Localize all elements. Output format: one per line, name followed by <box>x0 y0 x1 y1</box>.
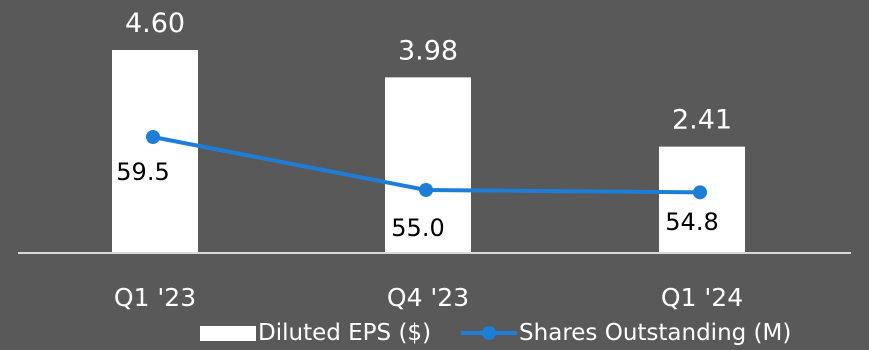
legend-swatch-bar <box>200 325 256 341</box>
shares-value-label-2: 54.8 <box>665 208 718 236</box>
bar-2 <box>659 146 745 253</box>
shares-point-0 <box>146 130 160 144</box>
bar-value-label-2: 2.41 <box>672 105 732 136</box>
bar-1 <box>385 77 471 253</box>
category-label-1: Q4 '23 <box>387 283 469 312</box>
category-label-2: Q1 '24 <box>661 283 743 312</box>
shares-point-2 <box>693 185 707 200</box>
bar-value-label-0: 4.60 <box>125 8 185 39</box>
legend-swatch-line <box>461 326 518 340</box>
category-label-0: Q1 '23 <box>114 283 196 312</box>
legend: Diluted EPS ($) Shares Outstanding (M) <box>200 317 791 349</box>
legend-label-shares: Shares Outstanding (M) <box>519 320 792 346</box>
shares-point-1 <box>419 183 433 197</box>
bar-value-label-1: 3.98 <box>398 35 458 66</box>
legend-item-eps: Diluted EPS ($) <box>200 320 431 346</box>
legend-label-eps: Diluted EPS ($) <box>258 320 432 346</box>
bar-0 <box>112 50 198 253</box>
chart-svg: 4.60 3.98 2.41 59.5 55.0 54.8 Q1 '23 Q4 '23 Q1 '… <box>18 8 851 312</box>
legend-item-shares: Shares Outstanding (M) <box>461 320 791 346</box>
shares-value-label-0: 59.5 <box>116 158 169 186</box>
shares-value-label-1: 55.0 <box>391 214 444 242</box>
